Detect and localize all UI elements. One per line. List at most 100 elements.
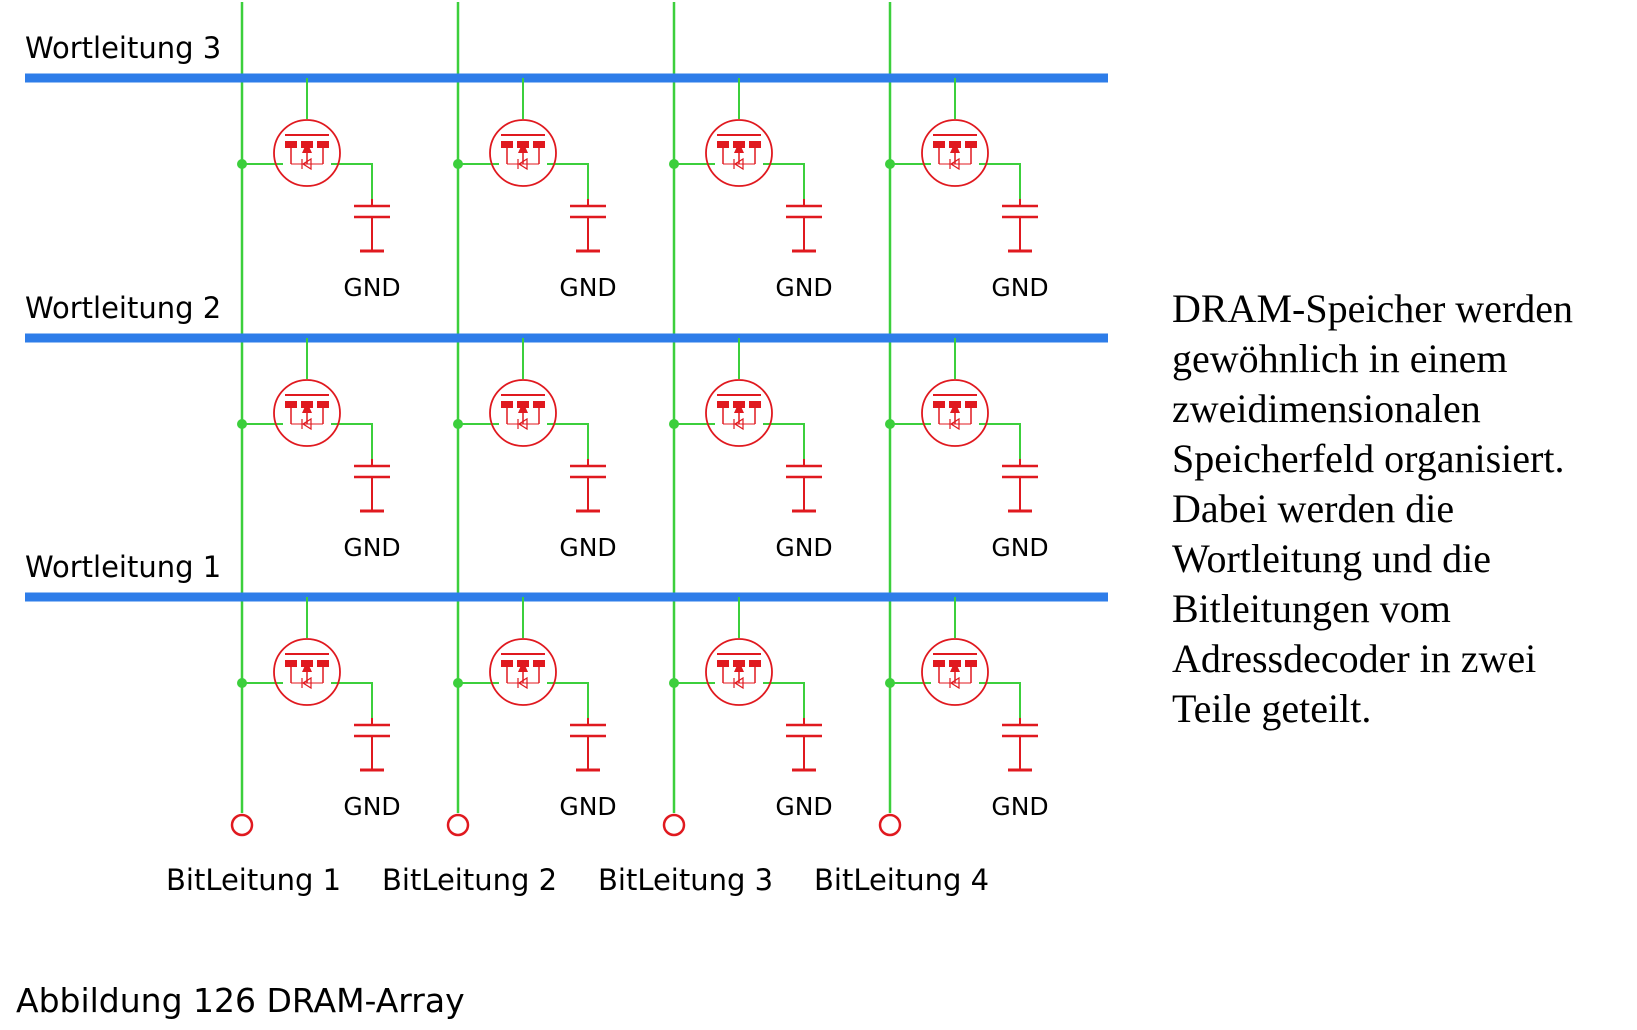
channel-segment xyxy=(749,401,761,408)
drain-wire xyxy=(547,682,589,722)
drain-wire xyxy=(979,423,1021,463)
ground-label: GND xyxy=(775,273,832,302)
channel-segment xyxy=(501,141,513,148)
junction-dot xyxy=(885,678,895,688)
junction-dot xyxy=(237,159,247,169)
ground-label: GND xyxy=(343,533,400,562)
description-line: Teile geteilt. xyxy=(1172,686,1372,731)
channel-segment xyxy=(749,141,761,148)
transistor-symbol xyxy=(921,638,989,706)
memory-cell: GND xyxy=(237,597,401,821)
memory-cell: GND xyxy=(885,597,1049,821)
word-line-label-2: Wortleitung 2 xyxy=(25,291,221,325)
memory-cell: GND xyxy=(453,597,617,821)
substrate-arrow xyxy=(734,402,744,413)
memory-cells-layer: GND GND GND GND GND GND GND GND GND GND GND GND xyxy=(237,78,1049,821)
transistor-symbol xyxy=(705,379,773,447)
labels-layer: Wortleitung 3 Wortleitung 2 Wortleitung … xyxy=(16,31,989,1020)
description-line: DRAM-Speicher werden xyxy=(1172,286,1573,331)
transistor-symbol xyxy=(273,379,341,447)
channel-segment xyxy=(285,401,297,408)
channel-segment xyxy=(933,401,945,408)
description-line: Speicherfeld organisiert. xyxy=(1172,436,1565,481)
ground-label: GND xyxy=(775,792,832,821)
drain-wire xyxy=(763,682,805,722)
substrate-arrow xyxy=(518,661,528,672)
channel-segment xyxy=(965,401,977,408)
drain-wire xyxy=(547,163,589,203)
junction-dot xyxy=(453,419,463,429)
junction-dot xyxy=(669,419,679,429)
body-diode xyxy=(733,157,744,171)
channel-segment xyxy=(717,660,729,667)
channel-segment xyxy=(317,660,329,667)
channel-segment xyxy=(501,660,513,667)
memory-cell: GND xyxy=(885,338,1049,562)
body-diode xyxy=(733,417,744,431)
ground-label: GND xyxy=(991,792,1048,821)
drain-wire xyxy=(331,423,373,463)
memory-cell: GND xyxy=(669,338,833,562)
channel-segment xyxy=(933,660,945,667)
description-line: Dabei werden die xyxy=(1172,486,1455,531)
body-diode xyxy=(949,417,960,431)
transistor-symbol xyxy=(489,379,557,447)
bit-line-layer xyxy=(230,2,902,837)
body-diode xyxy=(949,157,960,171)
body-diode xyxy=(733,676,744,690)
drain-wire xyxy=(979,163,1021,203)
junction-dot xyxy=(885,159,895,169)
body-diode xyxy=(949,676,960,690)
junction-dot xyxy=(237,678,247,688)
bit-line-terminal-2 xyxy=(446,813,470,837)
description-line: Wortleitung und die xyxy=(1172,536,1491,581)
description-text: DRAM-Speicher werden gewöhnlich in einem… xyxy=(1172,284,1632,734)
body-diode xyxy=(517,676,528,690)
figure-caption: Abbildung 126 DRAM-Array xyxy=(16,981,465,1020)
drain-wire xyxy=(331,682,373,722)
ground-label: GND xyxy=(775,533,832,562)
junction-dot xyxy=(885,419,895,429)
drain-wire xyxy=(979,682,1021,722)
description-line: gewöhnlich in einem xyxy=(1172,336,1508,381)
junction-dot xyxy=(453,159,463,169)
ground-label: GND xyxy=(343,792,400,821)
transistor-symbol xyxy=(273,638,341,706)
junction-dot xyxy=(237,419,247,429)
substrate-arrow xyxy=(950,661,960,672)
body-diode xyxy=(301,157,312,171)
description-line: Adressdecoder in zwei xyxy=(1172,636,1537,681)
body-diode xyxy=(301,676,312,690)
channel-segment xyxy=(933,141,945,148)
channel-segment xyxy=(317,141,329,148)
description-line: zweidimensionalen xyxy=(1172,386,1481,431)
bit-line-label-1: BitLeitung 1 xyxy=(166,863,341,897)
junction-dot xyxy=(669,678,679,688)
substrate-arrow xyxy=(518,142,528,153)
word-line-label-1: Wortleitung 1 xyxy=(25,550,221,584)
transistor-symbol xyxy=(489,119,557,187)
bit-line-label-3: BitLeitung 3 xyxy=(598,863,773,897)
bit-line-label-4: BitLeitung 4 xyxy=(814,863,989,897)
transistor-symbol xyxy=(705,119,773,187)
substrate-arrow xyxy=(302,142,312,153)
ground-label: GND xyxy=(343,273,400,302)
channel-segment xyxy=(533,141,545,148)
memory-cell: GND xyxy=(453,78,617,302)
bit-line-terminal-3 xyxy=(662,813,686,837)
body-diode xyxy=(301,417,312,431)
drain-wire xyxy=(547,423,589,463)
substrate-arrow xyxy=(950,142,960,153)
channel-segment xyxy=(317,401,329,408)
memory-cell: GND xyxy=(669,78,833,302)
channel-segment xyxy=(533,401,545,408)
transistor-symbol xyxy=(921,379,989,447)
body-diode xyxy=(517,417,528,431)
drain-wire xyxy=(331,163,373,203)
drain-wire xyxy=(763,423,805,463)
channel-segment xyxy=(533,660,545,667)
drain-wire xyxy=(763,163,805,203)
channel-segment xyxy=(965,141,977,148)
channel-segment xyxy=(717,141,729,148)
channel-segment xyxy=(285,141,297,148)
